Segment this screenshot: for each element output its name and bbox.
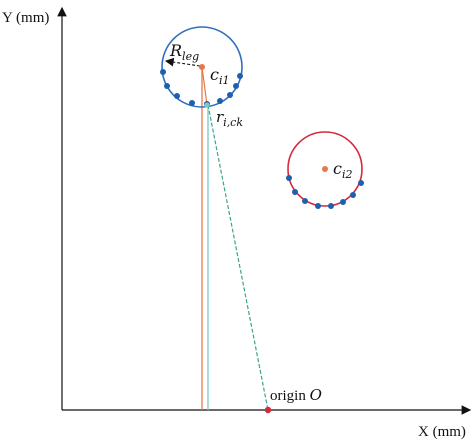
center-1-label: ci1 xyxy=(210,65,230,87)
center-1 xyxy=(199,64,205,70)
center-2 xyxy=(322,166,328,172)
contact-point xyxy=(204,102,210,108)
x-axis-label: X (mm) xyxy=(418,424,466,440)
dashed-line xyxy=(207,104,269,411)
y-axis-label: Y (mm) xyxy=(2,10,49,26)
origin-label: origin O xyxy=(270,386,322,404)
radius-label: Rleg xyxy=(169,41,199,63)
radius-arrow xyxy=(164,57,201,67)
contact-points-2 xyxy=(286,175,364,209)
circle-1 xyxy=(161,26,243,108)
contact-label: ri,ck xyxy=(216,108,243,129)
center-2-label: ci2 xyxy=(333,159,353,181)
orange-segment xyxy=(201,66,208,106)
circle-2 xyxy=(287,131,363,207)
origin-point xyxy=(264,406,272,414)
